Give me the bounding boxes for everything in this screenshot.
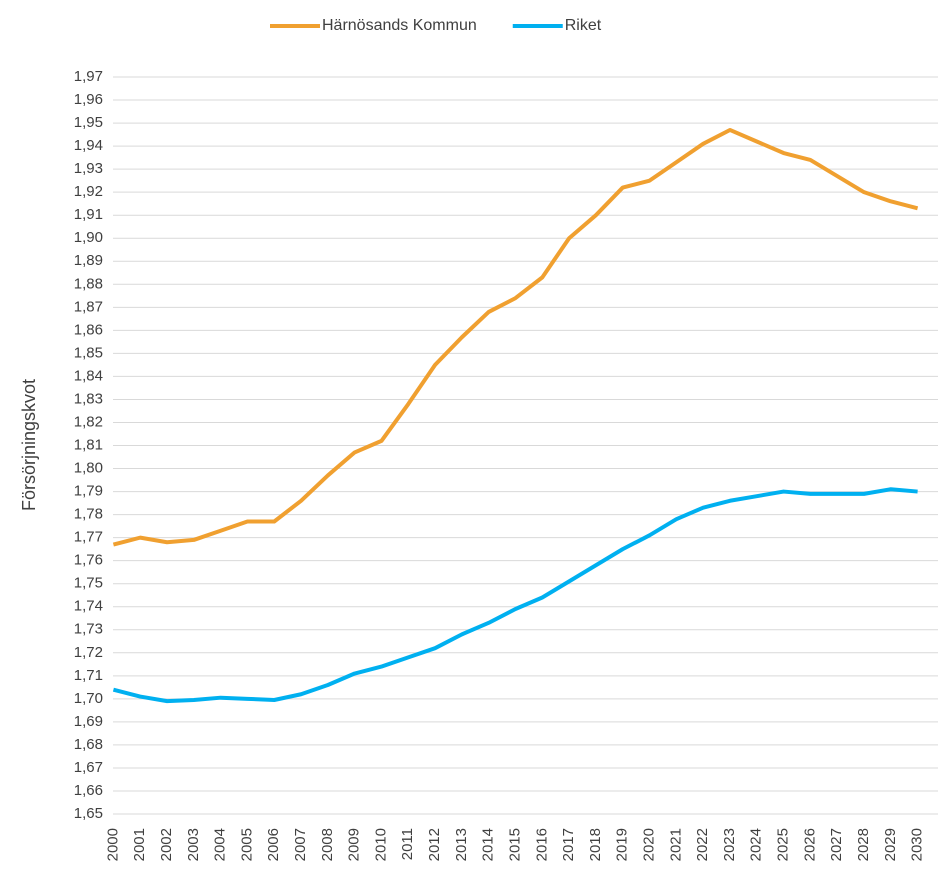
y-tick-label: 1,65 (74, 805, 103, 822)
x-tick-label: 2019 (614, 828, 631, 861)
y-tick-label: 1,73 (74, 621, 103, 638)
x-tick-label: 2011 (399, 828, 416, 860)
y-tick-label: 1,76 (74, 552, 103, 569)
x-tick-label: 2008 (319, 828, 336, 861)
legend-label: Riket (565, 17, 602, 34)
x-tick-label: 2004 (212, 828, 229, 861)
x-tick-label: 2023 (721, 828, 738, 861)
y-tick-label: 1,85 (74, 344, 103, 361)
y-tick-label: 1,81 (74, 436, 103, 453)
legend-label: Härnösands Kommun (322, 17, 477, 34)
x-tick-label: 2013 (453, 828, 470, 861)
y-tick-label: 1,78 (74, 506, 103, 523)
x-tick-label: 2017 (560, 828, 577, 861)
x-tick-label: 2012 (426, 828, 443, 861)
series-line (112, 487, 918, 704)
x-tick-label: 2028 (855, 828, 872, 861)
x-tick-label: 2029 (882, 828, 899, 861)
y-tick-label: 1,74 (74, 598, 103, 615)
series-line (112, 127, 919, 547)
y-tick-label: 1,94 (74, 137, 103, 154)
y-tick-label: 1,97 (74, 68, 103, 85)
y-tick-label: 1,88 (74, 275, 103, 292)
y-tick-label: 1,79 (74, 483, 103, 500)
y-tick-label: 1,66 (74, 782, 103, 799)
y-tick-label: 1,95 (74, 114, 103, 131)
x-tick-label: 2007 (292, 828, 309, 861)
x-tick-label: 2000 (104, 828, 121, 861)
y-tick-label: 1,91 (74, 206, 103, 223)
x-tick-label: 2003 (185, 828, 202, 861)
y-tick-label: 1,86 (74, 321, 103, 338)
x-tick-label: 2002 (158, 828, 175, 861)
y-tick-label: 1,89 (74, 252, 103, 269)
x-tick-label: 2016 (533, 828, 550, 861)
y-tick-label: 1,93 (74, 160, 103, 177)
y-tick-label: 1,75 (74, 575, 103, 592)
y-axis-label: Försörjningskvot (19, 379, 39, 511)
y-tick-label: 1,67 (74, 759, 103, 776)
x-tick-label: 2021 (667, 828, 684, 861)
x-tick-label: 2027 (828, 828, 845, 861)
x-tick-label: 2009 (346, 828, 363, 861)
x-tick-label: 2030 (909, 828, 926, 861)
x-tick-label: 2015 (506, 828, 523, 861)
y-tick-label: 1,80 (74, 460, 103, 477)
x-tick-label: 2026 (801, 828, 818, 861)
y-tick-label: 1,96 (74, 91, 103, 108)
y-tick-label: 1,72 (74, 644, 103, 661)
y-tick-label: 1,84 (74, 367, 103, 384)
y-tick-label: 1,83 (74, 390, 103, 407)
x-tick-label: 2020 (641, 828, 658, 861)
x-tick-label: 2010 (372, 828, 389, 861)
x-tick-label: 2018 (587, 828, 604, 861)
y-tick-label: 1,92 (74, 183, 103, 200)
y-tick-label: 1,70 (74, 690, 103, 707)
y-tick-label: 1,71 (74, 667, 103, 684)
y-tick-label: 1,87 (74, 298, 103, 315)
x-tick-label: 2006 (265, 828, 282, 861)
y-tick-label: 1,82 (74, 413, 103, 430)
x-tick-label: 2025 (775, 828, 792, 861)
y-tick-label: 1,68 (74, 736, 103, 753)
x-tick-label: 2022 (694, 828, 711, 861)
y-tick-label: 1,77 (74, 529, 103, 546)
x-tick-label: 2005 (238, 828, 255, 861)
y-tick-label: 1,69 (74, 713, 103, 730)
x-tick-label: 2014 (480, 828, 497, 861)
y-tick-label: 1,90 (74, 229, 103, 246)
x-tick-label: 2024 (748, 828, 765, 861)
x-tick-label: 2001 (131, 828, 148, 861)
